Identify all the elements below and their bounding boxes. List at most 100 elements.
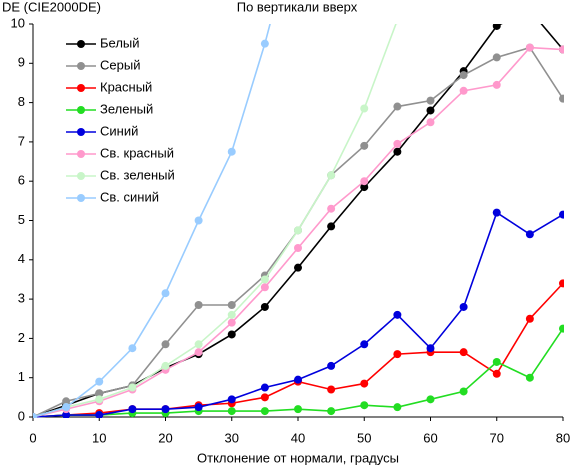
data-point	[194, 340, 203, 349]
data-point	[426, 96, 435, 105]
legend-marker	[77, 40, 85, 48]
y-axis-label: DE (CIE2000DE)	[2, 0, 101, 14]
data-point	[260, 275, 269, 284]
data-point	[260, 302, 269, 311]
legend-label: Белый	[100, 35, 140, 50]
data-point	[294, 244, 302, 253]
data-point	[294, 405, 302, 414]
data-point	[194, 403, 203, 412]
legend-marker	[77, 172, 85, 180]
legend-marker	[77, 128, 85, 136]
data-point	[426, 395, 435, 404]
legend-marker	[77, 194, 85, 202]
data-point	[492, 53, 501, 62]
data-point	[62, 403, 71, 412]
chart-title: По вертикали вверх	[237, 0, 358, 14]
data-point	[327, 407, 336, 416]
legend-label: Св. синий	[100, 189, 159, 204]
data-point	[526, 6, 534, 14]
data-point	[327, 171, 336, 180]
data-point	[227, 395, 236, 404]
data-point	[260, 407, 269, 416]
data-point	[360, 379, 369, 388]
data-point	[227, 318, 236, 327]
data-point	[194, 348, 203, 357]
data-point	[128, 383, 137, 392]
y-tick-label: 4	[18, 251, 25, 266]
series-line	[33, 24, 397, 418]
data-point	[260, 283, 269, 292]
data-point	[128, 405, 137, 414]
data-point	[360, 340, 369, 349]
series-line	[33, 24, 271, 418]
data-point	[360, 177, 369, 186]
data-point	[492, 208, 501, 217]
data-point	[95, 389, 104, 398]
y-tick-label: 10	[11, 15, 25, 30]
data-point	[492, 80, 501, 89]
data-point	[559, 45, 564, 54]
data-point	[393, 310, 402, 319]
y-tick-label: 9	[18, 55, 25, 70]
data-point	[227, 310, 236, 319]
legend-label: Св. зеленый	[100, 167, 175, 182]
data-point	[294, 226, 302, 235]
series-line	[33, 328, 564, 418]
x-tick-label: 50	[357, 430, 371, 445]
data-point	[360, 183, 369, 192]
data-point	[294, 263, 302, 272]
data-point	[559, 324, 564, 333]
data-point	[194, 216, 203, 225]
data-point	[360, 104, 369, 113]
data-point	[459, 71, 468, 80]
series-line	[33, 211, 564, 418]
data-point	[327, 361, 336, 370]
x-tick-label: 60	[423, 430, 437, 445]
data-point	[227, 300, 236, 309]
data-point	[559, 210, 564, 219]
data-point	[426, 118, 435, 127]
data-point	[327, 204, 336, 213]
data-point	[62, 411, 71, 418]
y-tick-label: 0	[18, 408, 25, 423]
data-point	[525, 314, 534, 323]
data-point	[161, 289, 170, 298]
data-point	[327, 222, 336, 231]
legend-label: Св. красный	[100, 145, 174, 160]
plot-area	[33, 6, 564, 418]
data-point	[492, 369, 501, 378]
y-tick-label: 5	[18, 212, 25, 227]
data-point	[62, 397, 71, 406]
data-point	[525, 373, 534, 382]
data-point	[459, 302, 468, 311]
y-tick-label: 2	[18, 330, 25, 345]
data-point	[227, 147, 236, 156]
data-point	[327, 385, 336, 394]
data-point	[260, 393, 269, 402]
y-tick-label: 8	[18, 94, 25, 109]
data-point	[227, 330, 236, 339]
y-tick-label: 3	[18, 291, 25, 306]
data-point	[492, 24, 501, 30]
x-tick-label: 20	[158, 430, 172, 445]
data-point	[194, 300, 203, 309]
data-point	[492, 357, 501, 366]
data-point	[525, 43, 534, 52]
data-point	[393, 403, 402, 412]
data-point	[95, 395, 104, 404]
legend-label: Красный	[100, 79, 152, 94]
data-point	[559, 94, 564, 103]
legend-marker	[77, 84, 85, 92]
y-tick-label: 1	[18, 369, 25, 384]
data-point	[95, 377, 104, 386]
legend-marker	[77, 106, 85, 114]
data-point	[161, 361, 170, 370]
data-point	[426, 344, 435, 353]
data-point	[393, 102, 402, 111]
x-tick-label: 80	[556, 430, 570, 445]
data-point	[426, 106, 435, 115]
data-point	[396, 24, 399, 25]
data-point	[393, 147, 402, 156]
data-point	[459, 387, 468, 396]
